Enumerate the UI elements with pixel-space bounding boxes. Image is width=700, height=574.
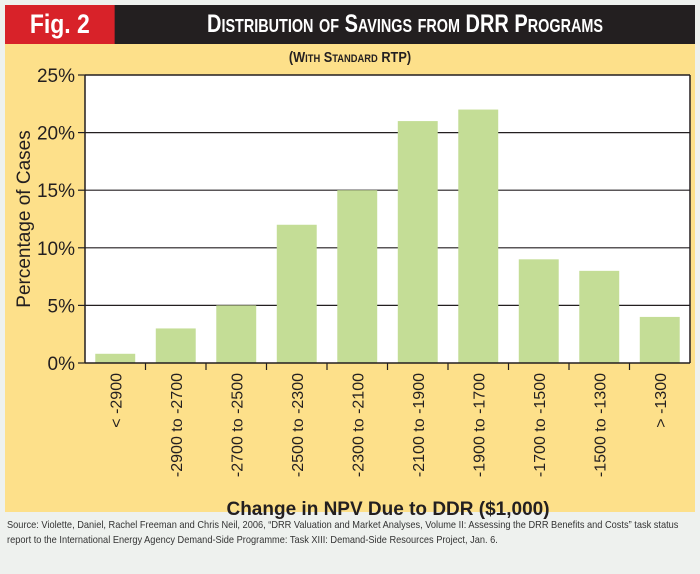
x-tick-label: -2300 to -2100 bbox=[350, 373, 367, 477]
figure-label: Fig. 2 bbox=[5, 5, 115, 44]
x-axis-ticks: < -2900 -2900 to -2700 -2700 to -2500 -2500… bbox=[108, 363, 670, 477]
bar bbox=[397, 121, 438, 363]
chart-subtitle: (With Standard RTP) bbox=[288, 49, 412, 66]
y-tick-label: 20% bbox=[37, 124, 75, 145]
y-tick-label: 25% bbox=[37, 66, 75, 87]
bar bbox=[458, 109, 499, 363]
bars bbox=[95, 109, 680, 363]
y-tick-label: 10% bbox=[37, 239, 75, 260]
y-tick-label: 5% bbox=[48, 296, 76, 317]
source-citation: Source: Violette, Daniel, Rachel Freeman… bbox=[7, 519, 679, 546]
y-axis-label: Percentage of Cases bbox=[14, 130, 35, 307]
y-tick-label: 15% bbox=[37, 181, 75, 202]
bar bbox=[276, 224, 317, 363]
x-tick-label: -2500 to -2300 bbox=[290, 373, 307, 477]
bar bbox=[216, 305, 257, 363]
title-bar: Fig. 2 Distribution of Savings from DRR … bbox=[5, 5, 695, 44]
y-tick-label: 0% bbox=[48, 354, 76, 375]
bar bbox=[155, 328, 196, 363]
x-tick-label: > -1300 bbox=[653, 373, 670, 428]
x-tick-label: -2100 to -1900 bbox=[411, 373, 428, 477]
bar bbox=[639, 316, 680, 363]
chart-title: Distribution of Savings from DRR Program… bbox=[207, 10, 603, 38]
bar bbox=[518, 259, 559, 363]
x-tick-label: -2900 to -2700 bbox=[169, 373, 186, 477]
x-tick-label: -2700 to -2500 bbox=[229, 373, 246, 477]
x-tick-label: -1700 to -1500 bbox=[532, 373, 549, 477]
bar bbox=[337, 190, 378, 363]
x-tick-label: -1500 to -1300 bbox=[592, 373, 609, 477]
x-tick-label: < -2900 bbox=[108, 373, 125, 428]
bar bbox=[579, 270, 620, 363]
bar bbox=[95, 353, 136, 363]
x-tick-label: -1900 to -1700 bbox=[471, 373, 488, 477]
y-axis-ticks: 0% 5% 10% 15% 20% 25% bbox=[37, 66, 85, 375]
x-axis-label: Change in NPV Due to DDR ($1,000) bbox=[226, 499, 549, 520]
